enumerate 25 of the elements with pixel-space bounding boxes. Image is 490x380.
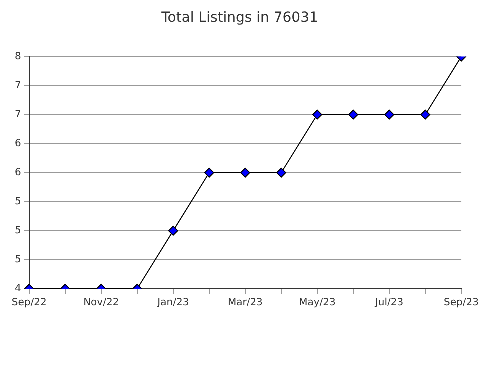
x-tick-label: Mar/23	[228, 298, 263, 309]
x-tick-label: May/23	[299, 298, 336, 309]
point	[348, 110, 358, 120]
x-tick-label: Jul/23	[374, 298, 404, 309]
x-tick-label: Sep/23	[444, 298, 480, 309]
y-tick-label: 8	[14, 51, 22, 62]
point	[168, 226, 178, 236]
x-tick-label: Nov/22	[84, 298, 120, 309]
y-tick-label: 6	[14, 167, 22, 178]
point	[312, 110, 322, 120]
x-tick-label: Sep/22	[12, 298, 47, 309]
y-tick-label: 7	[14, 80, 22, 92]
y-tick-label: 5	[14, 196, 22, 208]
y-tick-label: 5	[14, 254, 22, 266]
point	[276, 168, 286, 178]
y-tick-label: 7	[14, 109, 22, 120]
point	[420, 110, 431, 120]
point	[384, 110, 394, 120]
point	[240, 168, 250, 178]
y-tick-label: 5	[14, 226, 22, 237]
x-tick-label: Jan/23	[156, 298, 190, 309]
point	[204, 168, 214, 178]
chart-title: Total Listings in 76031	[160, 10, 318, 26]
y-tick-label: 6	[14, 138, 22, 150]
y-tick-label: 4	[14, 284, 22, 295]
